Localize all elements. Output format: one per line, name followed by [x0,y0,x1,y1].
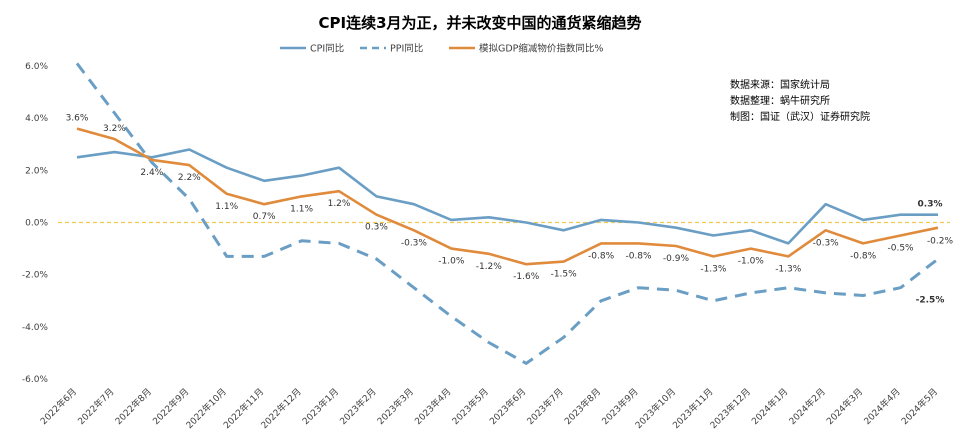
x-tick-label: 2022年6月 [38,386,79,427]
x-tick-label: 2022年7月 [75,386,116,427]
data-label: 1.1% [290,204,313,214]
data-label: -1.6% [513,272,540,282]
data-label: -0.8% [588,251,615,261]
series-line-3 [76,127,939,266]
x-tick-label: 2023年9月 [599,386,640,427]
x-tick-label: 2022年9月 [150,386,191,427]
x-tick-label: 2023年8月 [562,386,603,427]
data-label: 0.7% [253,212,276,222]
y-tick-label: -6.0% [22,375,49,385]
legend-label-1: CPI同比 [310,43,344,55]
y-tick-label: 4.0% [25,114,48,124]
data-label: 1.1% [215,202,238,212]
x-axis: 2022年6月2022年7月2022年8月2022年9月2022年10月2022… [38,386,940,432]
data-label: 2.2% [178,173,201,183]
x-tick-label: 2023年6月 [487,386,528,427]
source-note: 数据整理：蜗牛研究所 [730,94,830,107]
x-tick-label: 2022年12月 [258,386,304,432]
data-label: 2.4% [140,168,163,178]
y-tick-label: 2.0% [25,166,48,176]
data-labels: 3.6% 3.2% 2.4% 2.2% 1.1% 0.7% 1.1% 1.2% 0.3% -0.3… [66,114,954,306]
data-label: -0.5% [888,244,915,254]
x-tick-label: 2024年4月 [861,386,902,427]
y-axis: 6.0% 4.0% 2.0% 0.0% -2.0% -4.0% -6.0% [22,62,950,385]
data-label: -0.8% [850,251,877,261]
legend-label-2: PPI同比 [390,43,423,55]
source-note: 制图：国证（武汉）证券研究院 [730,110,870,123]
series-line-2 [75,62,939,365]
y-tick-label: 6.0% [25,62,48,72]
x-tick-label: 2024年1月 [749,386,790,427]
data-label: -1.5% [551,270,578,280]
series-lines [75,62,939,365]
x-tick-label: 2024年3月 [824,386,865,427]
x-tick-label: 2023年12月 [707,386,753,432]
x-tick-label: 2024年5月 [899,386,940,427]
data-label: -2.5% [916,296,945,306]
source-note: 数据来源：国家统计局 [730,78,830,91]
data-label: -0.8% [625,251,652,261]
data-label: -1.3% [700,264,727,274]
data-label: 0.3% [918,200,943,210]
data-label: -0.3% [401,238,428,248]
series-line-1 [76,148,938,245]
y-tick-label: -4.0% [22,323,49,333]
data-label: 3.6% [66,114,89,124]
y-tick-label: 0.0% [25,219,48,229]
data-label: 0.3% [365,223,388,233]
legend-label-3: 模拟GDP缩减物价指数同比% [479,43,603,55]
data-label: -0.3% [813,238,840,248]
x-tick-label: 2023年1月 [300,386,341,427]
data-label: -0.9% [663,254,690,264]
data-label: -1.0% [438,257,465,267]
x-tick-label: 2023年2月 [337,386,378,427]
x-tick-label: 2023年4月 [412,386,453,427]
data-label: -1.0% [738,257,765,267]
data-label: -1.2% [476,262,503,272]
x-tick-label: 2023年3月 [375,386,416,427]
data-label: -1.3% [775,264,802,274]
data-label: 1.2% [328,199,351,209]
data-label: 3.2% [103,124,126,134]
x-tick-label: 2022年8月 [113,386,154,427]
x-tick-label: 2024年2月 [786,386,827,427]
chart-title: CPI连续3月为正，并未改变中国的通货紧缩趋势 [318,14,641,32]
x-tick-label: 2023年5月 [449,386,490,427]
x-tick-label: 2023年7月 [524,386,565,427]
legend: CPI同比 PPI同比 模拟GDP缩减物价指数同比% [280,43,603,55]
data-label: -0.2% [927,237,954,247]
y-tick-label: -2.0% [22,271,49,281]
